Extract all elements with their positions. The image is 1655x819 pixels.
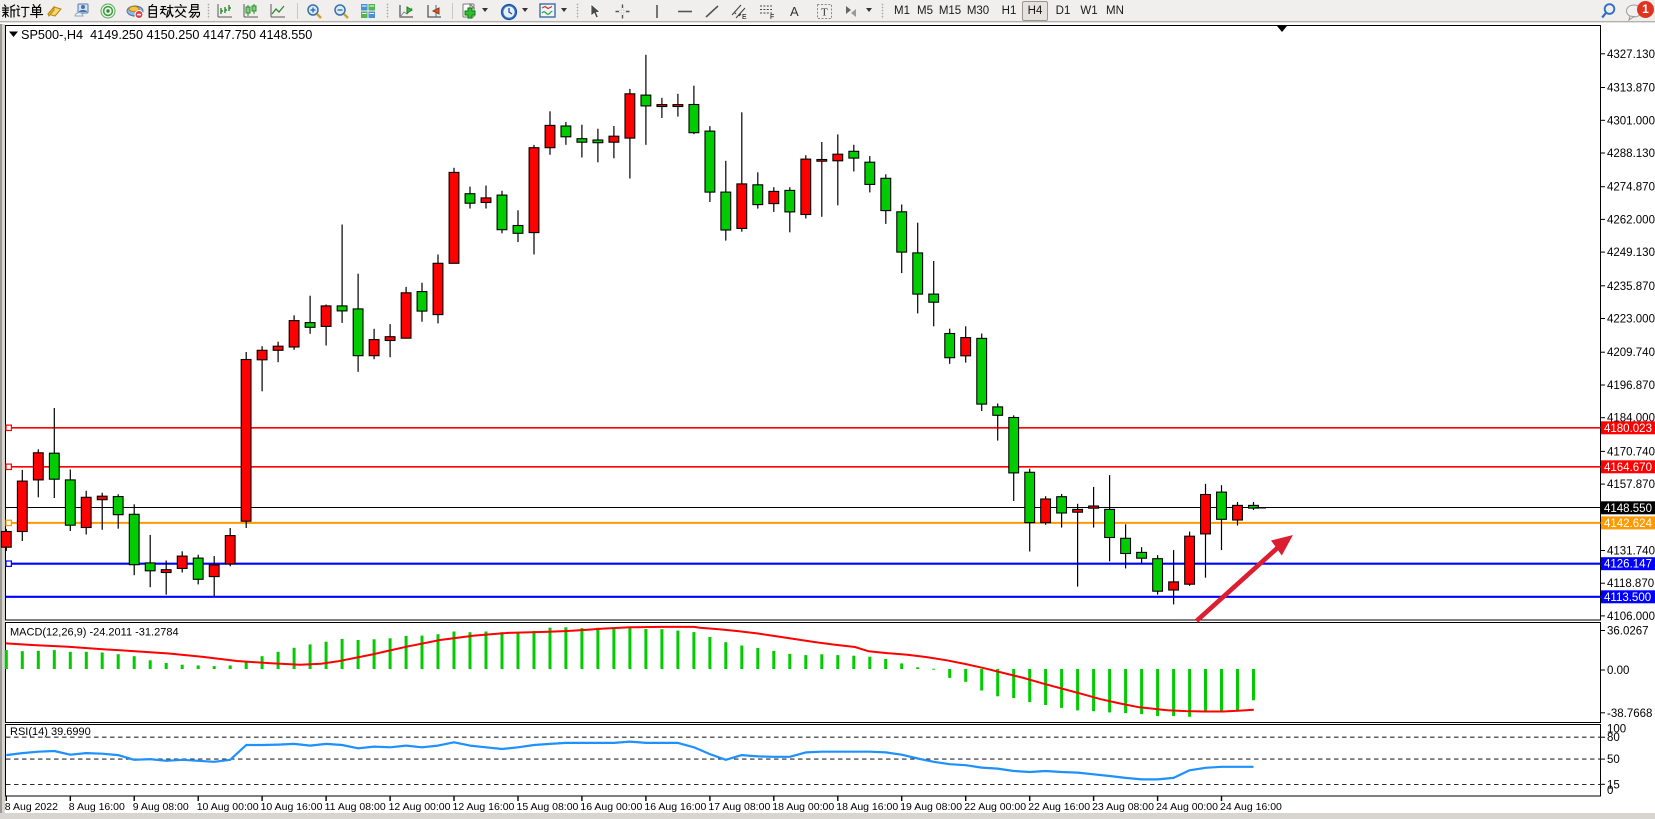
svg-text:MACD(12,26,9) -24.2011 -31.278: MACD(12,26,9) -24.2011 -31.2784	[10, 627, 179, 639]
svg-text:24 Aug 00:00: 24 Aug 00:00	[1156, 801, 1218, 813]
svg-text:SP500-,H4 4149.250 4150.250 4: SP500-,H4 4149.250 4150.250 4147.750 414…	[21, 28, 312, 42]
svg-text:4196.870: 4196.870	[1607, 380, 1655, 392]
svg-text:4313.870: 4313.870	[1607, 83, 1655, 95]
svg-text:4113.500: 4113.500	[1604, 592, 1651, 604]
svg-text:50: 50	[1607, 754, 1620, 766]
svg-text:4327.130: 4327.130	[1607, 49, 1655, 61]
svg-text:18 Aug 00:00: 18 Aug 00:00	[772, 801, 834, 813]
svg-text:4170.740: 4170.740	[1607, 446, 1655, 458]
svg-text:4301.000: 4301.000	[1607, 115, 1655, 127]
svg-text:16 Aug 00:00: 16 Aug 00:00	[580, 801, 642, 813]
svg-text:4157.870: 4157.870	[1607, 479, 1655, 491]
svg-text:4118.870: 4118.870	[1607, 578, 1654, 590]
svg-text:15 Aug 08:00: 15 Aug 08:00	[517, 801, 579, 813]
svg-text:23 Aug 08:00: 23 Aug 08:00	[1092, 801, 1154, 813]
svg-text:4164.670: 4164.670	[1604, 462, 1652, 474]
svg-text:9 Aug 08:00: 9 Aug 08:00	[133, 801, 189, 813]
svg-text:16 Aug 16:00: 16 Aug 16:00	[644, 801, 706, 813]
svg-text:-38.7668: -38.7668	[1607, 708, 1652, 720]
svg-text:11 Aug 08:00: 11 Aug 08:00	[325, 801, 386, 813]
svg-text:4235.870: 4235.870	[1607, 281, 1655, 293]
svg-text:F: F	[770, 14, 774, 20]
svg-text:4180.023: 4180.023	[1604, 423, 1652, 435]
svg-text:80: 80	[1607, 732, 1620, 744]
svg-text:4148.550: 4148.550	[1604, 503, 1652, 515]
svg-text:0.00: 0.00	[1607, 665, 1629, 677]
svg-text:4126.147: 4126.147	[1604, 559, 1652, 571]
svg-text:4223.000: 4223.000	[1607, 314, 1655, 326]
svg-text:22 Aug 16:00: 22 Aug 16:00	[1028, 801, 1090, 813]
svg-text:17 Aug 08:00: 17 Aug 08:00	[708, 801, 770, 813]
svg-text:10 Aug 16:00: 10 Aug 16:00	[261, 801, 323, 813]
svg-text:E: E	[742, 14, 747, 20]
svg-text:4288.130: 4288.130	[1607, 148, 1655, 160]
svg-text:4249.130: 4249.130	[1607, 247, 1655, 259]
svg-text:18 Aug 16:00: 18 Aug 16:00	[836, 801, 898, 813]
svg-text:100: 100	[1607, 723, 1626, 735]
svg-text:4106.000: 4106.000	[1607, 611, 1655, 623]
svg-text:RSI(14) 39.6990: RSI(14) 39.6990	[10, 726, 91, 738]
svg-text:4209.740: 4209.740	[1607, 347, 1655, 359]
svg-text:8 Aug 16:00: 8 Aug 16:00	[69, 801, 125, 813]
svg-text:19 Aug 08:00: 19 Aug 08:00	[900, 801, 962, 813]
svg-text:15: 15	[1607, 779, 1620, 791]
svg-text:10 Aug 00:00: 10 Aug 00:00	[197, 801, 259, 813]
svg-text:4274.870: 4274.870	[1607, 182, 1655, 194]
svg-text:4131.740: 4131.740	[1607, 546, 1655, 558]
svg-text:24 Aug 16:00: 24 Aug 16:00	[1220, 801, 1282, 813]
svg-text:36.0267: 36.0267	[1607, 626, 1649, 638]
svg-text:12 Aug 00:00: 12 Aug 00:00	[389, 801, 451, 813]
svg-text:0: 0	[1607, 785, 1613, 797]
svg-text:22 Aug 00:00: 22 Aug 00:00	[964, 801, 1026, 813]
svg-text:8 Aug 2022: 8 Aug 2022	[5, 801, 58, 813]
svg-text:12 Aug 16:00: 12 Aug 16:00	[453, 801, 515, 813]
svg-text:4262.000: 4262.000	[1607, 214, 1655, 226]
svg-text:T: T	[821, 7, 828, 19]
svg-text:4142.624: 4142.624	[1604, 518, 1653, 530]
